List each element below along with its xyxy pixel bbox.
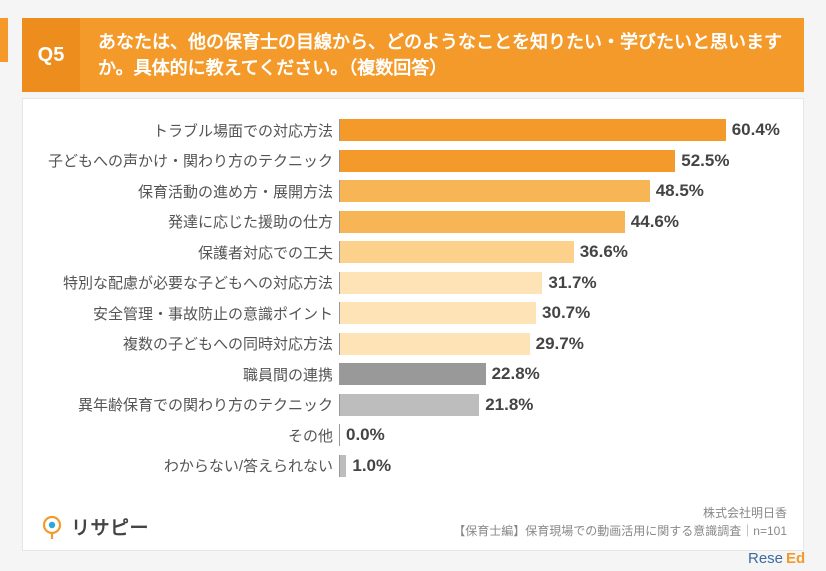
bar-value: 52.5% <box>675 150 729 172</box>
source-text: 株式会社明日香 【保育士編】保育現場での動画活用に関する意識調査｜n=101 <box>453 504 787 540</box>
bar-value: 22.8% <box>486 363 540 385</box>
logo: リサピー <box>39 513 149 540</box>
bar-fill <box>340 180 650 202</box>
bar-row: 安全管理・事故防止の意識ポイント 30.7% <box>39 298 787 329</box>
bar-fill <box>340 394 479 416</box>
source-line-2: 【保育士編】保育現場での動画活用に関する意識調査｜n=101 <box>453 522 787 540</box>
bar-value: 0.0% <box>340 424 385 446</box>
bar-track: 0.0% <box>339 424 787 446</box>
bar-label: 特別な配慮が必要な子どもへの対応方法 <box>39 272 339 293</box>
brand-corner: Rese Ed <box>746 545 826 571</box>
bar-track: 48.5% <box>339 180 787 202</box>
bar-row: 職員間の連携 22.8% <box>39 359 787 390</box>
bar-label: その他 <box>39 425 339 446</box>
bar-row: 複数の子どもへの同時対応方法 29.7% <box>39 329 787 360</box>
side-accent <box>0 18 8 62</box>
bar-label: 発達に応じた援助の仕方 <box>39 211 339 232</box>
bar-row: 保育活動の進め方・展開方法 48.5% <box>39 176 787 207</box>
bar-track: 1.0% <box>339 455 787 477</box>
logo-text: リサピー <box>71 513 149 540</box>
bar-row: 保護者対応での工夫 36.6% <box>39 237 787 268</box>
logo-icon <box>39 514 65 540</box>
bar-row: わからない/答えられない 1.0% <box>39 451 787 482</box>
bar-fill <box>340 302 536 324</box>
bar-value: 44.6% <box>625 211 679 233</box>
bar-fill <box>340 119 726 141</box>
bar-track: 22.8% <box>339 363 787 385</box>
footer: リサピー 株式会社明日香 【保育士編】保育現場での動画活用に関する意識調査｜n=… <box>39 496 787 540</box>
bar-label: 職員間の連携 <box>39 364 339 385</box>
bar-fill <box>340 241 574 263</box>
svg-text:Rese: Rese <box>748 550 783 567</box>
bar-track: 44.6% <box>339 211 787 233</box>
bar-value: 36.6% <box>574 241 628 263</box>
bar-row: トラブル場面での対応方法 60.4% <box>39 115 787 146</box>
bar-fill <box>340 150 675 172</box>
question-badge: Q5 <box>22 18 80 92</box>
bar-value: 31.7% <box>542 272 596 294</box>
question-header: Q5 あなたは、他の保育士の目線から、どのようなことを知りたい・学びたいと思いま… <box>22 18 804 92</box>
bar-label: 保育活動の進め方・展開方法 <box>39 181 339 202</box>
bar-track: 52.5% <box>339 150 787 172</box>
bar-row: その他0.0% <box>39 420 787 451</box>
bar-value: 1.0% <box>346 455 391 477</box>
bar-value: 60.4% <box>726 119 780 141</box>
bar-track: 30.7% <box>339 302 787 324</box>
bar-fill <box>340 333 530 355</box>
bar-track: 21.8% <box>339 394 787 416</box>
bar-fill <box>340 211 625 233</box>
bar-row: 子どもへの声かけ・関わり方のテクニック 52.5% <box>39 146 787 177</box>
bar-label: わからない/答えられない <box>39 455 339 476</box>
bar-value: 30.7% <box>536 302 590 324</box>
bar-value: 21.8% <box>479 394 533 416</box>
bar-label: 子どもへの声かけ・関わり方のテクニック <box>39 150 339 171</box>
bar-value: 48.5% <box>650 180 704 202</box>
bar-track: 60.4% <box>339 119 787 141</box>
chart-frame: トラブル場面での対応方法 60.4% 子どもへの声かけ・関わり方のテクニック 52.5… <box>22 98 804 551</box>
svg-text:Ed: Ed <box>786 550 805 567</box>
bar-row: 特別な配慮が必要な子どもへの対応方法 31.7% <box>39 268 787 299</box>
bar-track: 31.7% <box>339 272 787 294</box>
bar-label: 複数の子どもへの同時対応方法 <box>39 333 339 354</box>
bar-label: トラブル場面での対応方法 <box>39 120 339 141</box>
bar-row: 発達に応じた援助の仕方 44.6% <box>39 207 787 238</box>
source-line-1: 株式会社明日香 <box>453 504 787 522</box>
bar-chart: トラブル場面での対応方法 60.4% 子どもへの声かけ・関わり方のテクニック 52.5… <box>39 115 787 490</box>
bar-label: 保護者対応での工夫 <box>39 242 339 263</box>
question-text: あなたは、他の保育士の目線から、どのようなことを知りたい・学びたいと思いますか。… <box>80 18 804 92</box>
bar-label: 異年齢保育での関わり方のテクニック <box>39 394 339 415</box>
bar-fill <box>340 363 486 385</box>
bar-value: 29.7% <box>530 333 584 355</box>
bar-track: 29.7% <box>339 333 787 355</box>
bar-row: 異年齢保育での関わり方のテクニック 21.8% <box>39 390 787 421</box>
bar-fill <box>340 272 542 294</box>
bar-track: 36.6% <box>339 241 787 263</box>
bar-label: 安全管理・事故防止の意識ポイント <box>39 303 339 324</box>
